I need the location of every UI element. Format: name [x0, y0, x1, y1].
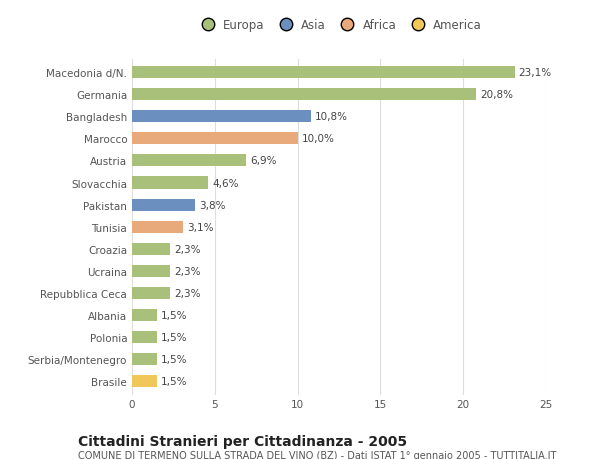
Text: COMUNE DI TERMENO SULLA STRADA DEL VINO (BZ) - Dati ISTAT 1° gennaio 2005 - TUTT: COMUNE DI TERMENO SULLA STRADA DEL VINO … — [78, 450, 556, 459]
Text: 1,5%: 1,5% — [161, 332, 187, 342]
Text: 1,5%: 1,5% — [161, 376, 187, 386]
Bar — [132, 111, 311, 123]
Text: 2,3%: 2,3% — [174, 288, 201, 298]
Text: 20,8%: 20,8% — [481, 90, 514, 100]
Bar — [132, 67, 515, 79]
Text: 23,1%: 23,1% — [518, 68, 552, 78]
Bar — [132, 265, 170, 277]
Bar — [132, 331, 157, 343]
Bar — [132, 133, 298, 145]
Text: 3,1%: 3,1% — [187, 222, 214, 232]
Text: 6,9%: 6,9% — [250, 156, 277, 166]
Bar — [132, 375, 157, 387]
Bar — [132, 243, 170, 255]
Text: 10,0%: 10,0% — [302, 134, 335, 144]
Bar — [132, 177, 208, 189]
Bar — [132, 353, 157, 365]
Text: 3,8%: 3,8% — [199, 200, 226, 210]
Bar — [132, 155, 246, 167]
Bar — [132, 199, 195, 211]
Text: 4,6%: 4,6% — [212, 178, 239, 188]
Bar — [132, 89, 476, 101]
Text: 1,5%: 1,5% — [161, 310, 187, 320]
Text: 1,5%: 1,5% — [161, 354, 187, 364]
Bar — [132, 309, 157, 321]
Legend: Europa, Asia, Africa, America: Europa, Asia, Africa, America — [196, 19, 482, 32]
Bar — [132, 287, 170, 299]
Text: Cittadini Stranieri per Cittadinanza - 2005: Cittadini Stranieri per Cittadinanza - 2… — [78, 434, 407, 448]
Text: 2,3%: 2,3% — [174, 266, 201, 276]
Text: 10,8%: 10,8% — [315, 112, 348, 122]
Text: 2,3%: 2,3% — [174, 244, 201, 254]
Bar — [132, 221, 184, 233]
